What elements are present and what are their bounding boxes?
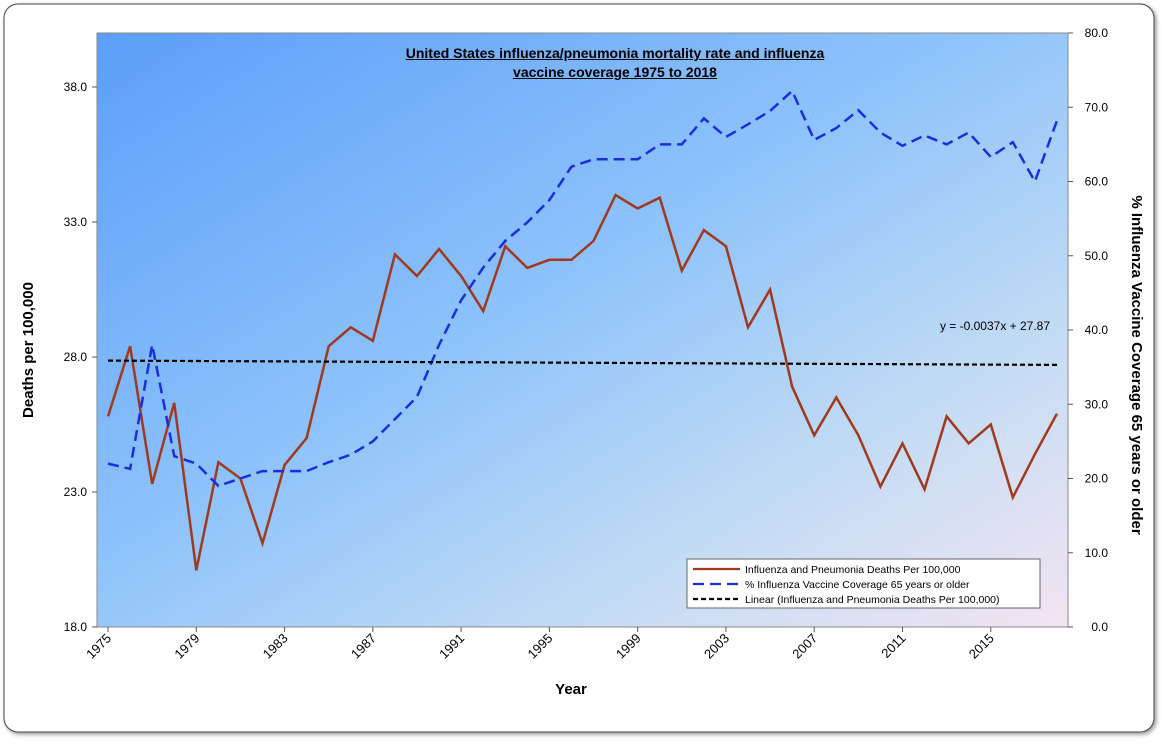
legend [686, 558, 1041, 609]
y2-tick-label: 30.0 [1085, 397, 1109, 411]
y-tick-label: 23.0 [64, 485, 88, 499]
trend-equation: y = -0.0037x + 27.87 [940, 319, 1050, 333]
y-tick-label: 28.0 [64, 350, 88, 364]
y2-tick-label: 80.0 [1085, 26, 1109, 40]
y-tick-label: 38.0 [64, 80, 88, 94]
series-line [107, 88, 1059, 488]
chart-title: United States influenza/pneumonia mortal… [405, 45, 825, 80]
series-line [106, 193, 1059, 571]
y2-tick-label: 0.0 [1091, 620, 1108, 634]
y2-tick-label: 10.0 [1085, 546, 1109, 560]
y-tick-label: 18.0 [64, 620, 88, 634]
y2-tick-label: 20.0 [1085, 472, 1109, 486]
y2-tick-label: 50.0 [1085, 249, 1109, 263]
y2-tick-label: 40.0 [1085, 323, 1109, 337]
y2-tick-label: 60.0 [1085, 175, 1109, 189]
legend-label: Linear (Influenza and Pneumonia Deaths P… [745, 594, 1000, 606]
y2-tick-label: 70.0 [1085, 100, 1109, 114]
plot-area [96, 32, 1069, 628]
trend-line [108, 359, 1057, 367]
legend-label: % Influenza Vaccine Coverage 65 years or… [745, 579, 970, 591]
x-axis-label: Year [555, 681, 587, 698]
y-axis-label: Deaths per 100,000 [20, 282, 37, 418]
legend-label: Influenza and Pneumonia Deaths Per 100,0… [745, 564, 961, 576]
y2-axis-label: % Influenza Vaccine Coverage 65 years or… [1128, 195, 1145, 534]
y-tick-label: 33.0 [64, 215, 88, 229]
